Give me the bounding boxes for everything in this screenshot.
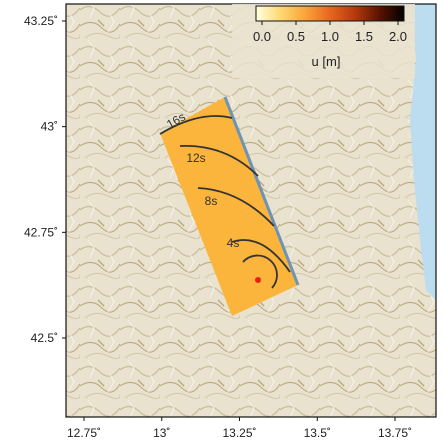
contour-16s: [159, 115, 233, 135]
slip-patch: [160, 97, 298, 316]
longitude-tick-label: 13.5˚: [304, 426, 331, 440]
contour-label-4s: 4s: [227, 236, 240, 250]
colorbar-scale: [255, 5, 405, 22]
latitude-tick-label: 42.75˚: [24, 225, 58, 239]
colorbar-unit-label: u [m]: [312, 54, 341, 69]
latitude-tick-label: 43˚: [41, 120, 58, 134]
longitude-tick-label: 13.25˚: [222, 426, 256, 440]
contour-4s: [231, 239, 291, 273]
colorbar-tick-label: 1.5: [355, 29, 373, 44]
epicenter-marker: [255, 277, 261, 283]
longitude-tick-label: 13.75˚: [378, 426, 412, 440]
fault-trace: [223, 96, 300, 286]
colorbar-tick-label: 1.0: [321, 29, 339, 44]
latitude-tick-label: 43.25˚: [24, 14, 58, 28]
colorbar-tick-label: 2.0: [389, 29, 407, 44]
colorbar-tick-label: 0.5: [287, 29, 305, 44]
adriatic-sea: [410, 4, 436, 300]
colorbar-ticks: 0.0 0.5 1.0 1.5 2.0: [253, 21, 407, 44]
colorbar: 0.0 0.5 1.0 1.5 2.0 u [m]: [232, 4, 415, 78]
contour-12s: [179, 145, 259, 177]
latitude-tick-label: 42.5˚: [31, 331, 58, 345]
contour-label-12s: 12s: [186, 151, 205, 165]
longitude-axis: 12.75˚ 13˚ 13.25˚ 13.5˚ 13.75˚: [67, 417, 412, 440]
contour-2s: [242, 254, 278, 289]
longitude-tick-label: 12.75˚: [67, 426, 101, 440]
contour-label-8s: 8s: [205, 194, 218, 208]
rupture-time-contours: [159, 115, 291, 289]
colorbar-tick-label: 0.0: [253, 29, 271, 44]
latitude-axis: 43.25˚ 43˚ 42.75˚ 42.5˚: [24, 14, 66, 345]
contour-8s: [197, 187, 275, 227]
longitude-tick-label: 13˚: [153, 426, 170, 440]
